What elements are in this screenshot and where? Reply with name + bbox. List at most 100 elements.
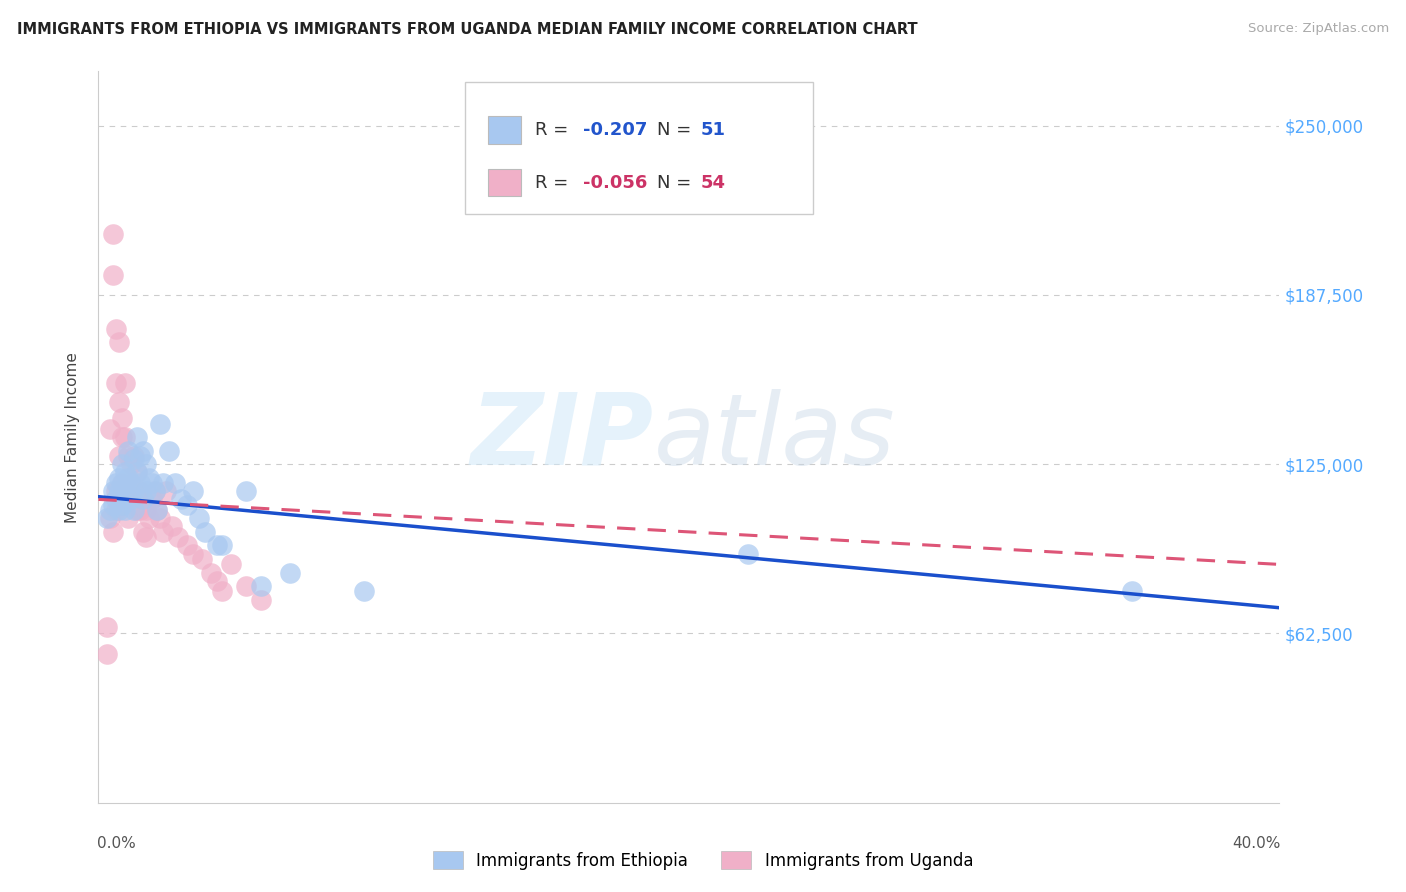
Point: [211, 584, 233, 599]
Point: [187, 511, 209, 525]
Point: [165, 476, 187, 491]
Point: [155, 484, 177, 499]
Point: [114, 376, 136, 390]
Point: [105, 484, 128, 499]
Point: [120, 457, 142, 471]
Point: [114, 482, 136, 496]
Point: [128, 476, 150, 491]
Point: [103, 268, 125, 282]
Point: [176, 498, 198, 512]
FancyBboxPatch shape: [464, 82, 813, 214]
Point: [211, 538, 233, 552]
Point: [737, 547, 759, 561]
Point: [122, 451, 145, 466]
Point: [250, 592, 273, 607]
Point: [176, 538, 198, 552]
Point: [125, 465, 148, 479]
Point: [132, 492, 155, 507]
Point: [114, 430, 136, 444]
Point: [105, 376, 128, 390]
Y-axis label: Median Family Income: Median Family Income: [65, 351, 80, 523]
Point: [108, 471, 131, 485]
Point: [105, 322, 128, 336]
Point: [1121, 584, 1143, 599]
Point: [128, 449, 150, 463]
Point: [135, 484, 157, 499]
Point: [98, 503, 121, 517]
Point: [120, 492, 142, 507]
Point: [138, 471, 160, 485]
Point: [128, 484, 150, 499]
Text: Source: ZipAtlas.com: Source: ZipAtlas.com: [1249, 22, 1389, 36]
Point: [114, 484, 136, 499]
Point: [105, 492, 128, 507]
Point: [149, 417, 172, 431]
Point: [117, 511, 139, 525]
Point: [105, 503, 128, 517]
Point: [98, 422, 121, 436]
Point: [138, 511, 160, 525]
Point: [103, 484, 125, 499]
Point: [143, 484, 166, 499]
Point: [103, 524, 125, 539]
Point: [122, 503, 145, 517]
Point: [111, 430, 134, 444]
Point: [135, 457, 157, 471]
Point: [103, 227, 125, 241]
Point: [181, 547, 204, 561]
FancyBboxPatch shape: [488, 169, 522, 196]
Text: N =: N =: [657, 174, 697, 192]
Point: [125, 465, 148, 479]
Point: [108, 503, 131, 517]
Point: [96, 620, 118, 634]
Point: [135, 503, 157, 517]
Point: [111, 498, 134, 512]
Text: -0.207: -0.207: [582, 121, 647, 139]
Point: [132, 492, 155, 507]
Point: [152, 524, 174, 539]
Point: [146, 503, 169, 517]
Point: [167, 530, 190, 544]
Point: [117, 443, 139, 458]
Point: [235, 579, 257, 593]
Text: 51: 51: [700, 121, 725, 139]
Point: [221, 558, 243, 572]
Point: [108, 449, 131, 463]
Text: IMMIGRANTS FROM ETHIOPIA VS IMMIGRANTS FROM UGANDA MEDIAN FAMILY INCOME CORRELAT: IMMIGRANTS FROM ETHIOPIA VS IMMIGRANTS F…: [17, 22, 918, 37]
Point: [111, 457, 134, 471]
Point: [117, 484, 139, 499]
Text: N =: N =: [657, 121, 697, 139]
Point: [157, 443, 180, 458]
Point: [108, 335, 131, 350]
Point: [132, 524, 155, 539]
Point: [205, 538, 228, 552]
Point: [96, 647, 118, 661]
Point: [108, 395, 131, 409]
Point: [103, 498, 125, 512]
Text: 40.0%: 40.0%: [1232, 836, 1281, 851]
Point: [96, 511, 118, 525]
Text: 54: 54: [700, 174, 725, 192]
Point: [114, 465, 136, 479]
Point: [141, 492, 163, 507]
Point: [108, 484, 131, 499]
Point: [143, 484, 166, 499]
Point: [250, 579, 273, 593]
Point: [280, 566, 302, 580]
Point: [114, 503, 136, 517]
Point: [120, 492, 142, 507]
Point: [111, 411, 134, 425]
Point: [122, 484, 145, 499]
Point: [111, 476, 134, 491]
Point: [122, 484, 145, 499]
Point: [235, 484, 257, 499]
Point: [111, 498, 134, 512]
Point: [200, 566, 222, 580]
Point: [125, 503, 148, 517]
Point: [170, 492, 193, 507]
Point: [149, 511, 172, 525]
Point: [162, 519, 183, 533]
Point: [98, 511, 121, 525]
Point: [353, 584, 375, 599]
Point: [120, 476, 142, 491]
